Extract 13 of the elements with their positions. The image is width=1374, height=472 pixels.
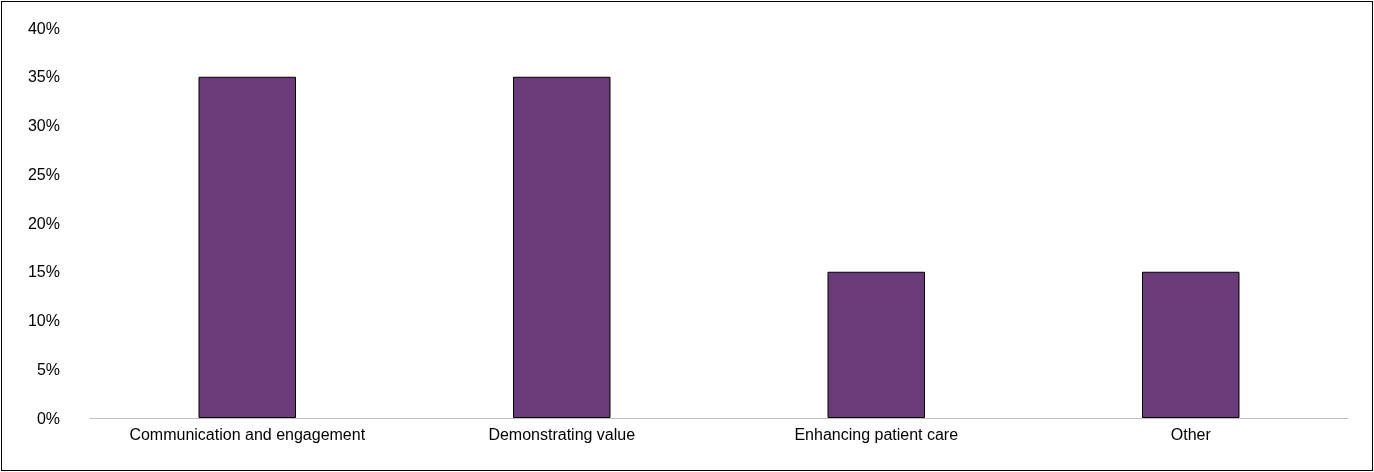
y-tick-label: 5%	[36, 360, 60, 378]
y-tick-label: 40%	[27, 19, 60, 37]
x-tick-label: Demonstrating value	[488, 425, 636, 443]
x-tick-label: Other	[1170, 425, 1212, 443]
y-tick-label: 35%	[27, 68, 60, 86]
y-tick-label: 0%	[36, 409, 60, 427]
y-tick-label: 20%	[27, 214, 60, 232]
y-tick-label: 25%	[27, 165, 60, 183]
y-tick-label: 10%	[27, 312, 60, 329]
x-tick-label: Enhancing patient care	[794, 425, 959, 443]
y-tick-label: 30%	[27, 117, 60, 134]
y-tick-label: 15%	[27, 263, 60, 281]
x-tick-label: Communication and engagement	[129, 425, 366, 443]
